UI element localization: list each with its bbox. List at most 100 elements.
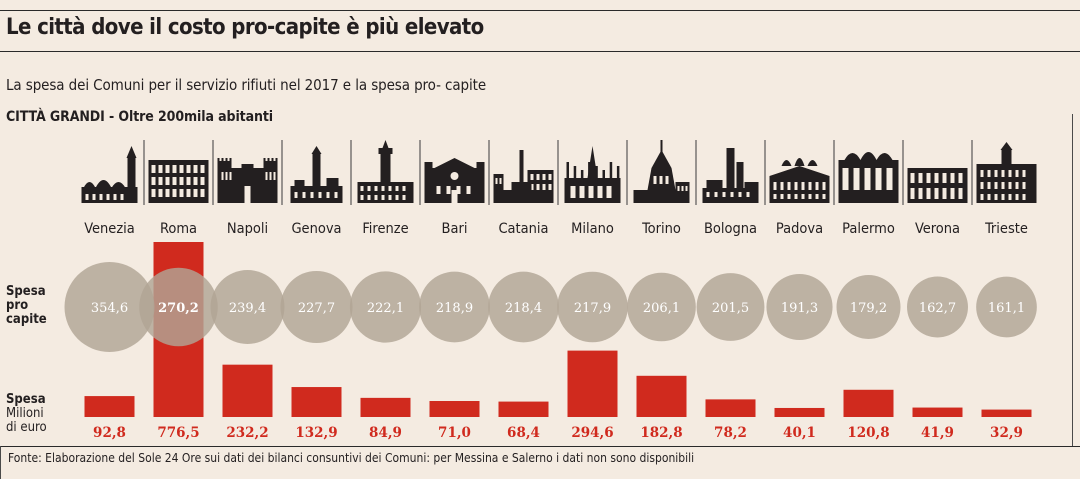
per-capita-circle [627,272,696,342]
per-capita-circle [280,270,353,344]
city-name-label: Palermo [842,221,895,237]
bottom-rule [0,446,1080,447]
section-header: CITTÀ GRANDI - Oltre 200mila abitanti [6,109,273,125]
per-capita-circle [488,271,559,343]
milano-duomo-icon [564,146,621,203]
chart-subtitle: La spesa dei Comuni per il servizio rifi… [6,76,487,94]
total-value-label: 68,4 [507,425,540,441]
source-note: Fonte: Elaborazione del Sole 24 Ore sui … [8,451,695,465]
firenze-palazzo-icon [357,140,414,203]
total-spending-bar [705,399,756,417]
per-capita-label-line-3: capite [6,312,47,327]
total-spending-bar [981,409,1032,417]
total-spending-bar [636,375,687,417]
city-name-label: Bologna [704,221,757,237]
per-capita-circle [766,273,833,341]
total-value-label: 776,5 [157,425,199,441]
trieste-municipio-icon [976,142,1037,203]
per-capita-circle [139,267,218,347]
per-capita-value-label: 270,2 [158,301,199,316]
city-name-label: Venezia [84,221,135,237]
total-value-label: 40,1 [783,425,816,441]
total-value-label: 182,8 [640,425,682,441]
catania-elephant-icon [493,150,554,203]
per-capita-value-label: 227,7 [298,301,335,316]
per-capita-circle [557,271,628,343]
per-capita-circle [210,270,285,344]
total-value-label: 294,6 [571,425,613,441]
total-label-line-1: Spesa [6,392,46,407]
total-label-line-3: di euro [6,420,47,435]
per-capita-value-label: 201,5 [712,301,749,316]
city-name-label: Padova [776,221,823,237]
total-value-label: 41,9 [921,425,954,441]
roma-colosseum-icon [148,160,209,203]
title-rule [0,51,1080,52]
total-value-label: 78,2 [714,425,747,441]
per-capita-circle [419,271,490,343]
city-name-label: Firenze [362,221,408,237]
total-spending-bar [567,350,618,417]
per-capita-value-label: 162,7 [919,301,956,316]
total-value-label: 120,8 [847,425,889,441]
per-capita-value-label: 239,4 [229,301,266,316]
city-name-label: Torino [641,221,681,237]
per-capita-circle [836,275,901,339]
source-left-rule [0,446,1,479]
total-spending-bar [84,396,135,417]
total-value-label: 32,9 [990,425,1023,441]
city-name-label: Napoli [227,221,268,237]
genova-lantern-icon [290,146,343,203]
per-capita-value-label: 218,9 [436,301,473,316]
per-capita-circle [349,271,422,343]
napoli-castle-icon [217,158,280,203]
padova-basilica-icon [769,158,830,203]
total-spending-bar [912,407,963,417]
per-capita-circle [907,276,968,338]
palermo-cathedral-icon [838,152,899,203]
total-value-label: 232,2 [226,425,268,441]
per-capita-circle [696,273,765,341]
total-spending-bar [774,407,825,417]
right-edge-rule [1072,114,1073,447]
bologna-towers-icon [702,148,759,203]
city-name-label: Verona [915,221,960,237]
per-capita-value-label: 179,2 [850,301,887,316]
city-name-label: Bari [442,221,468,237]
per-capita-value-label: 161,1 [988,301,1025,316]
per-capita-label-line-1: Spesa [6,284,46,299]
per-capita-label-line-2: pro [6,298,29,313]
per-capita-value-label: 222,1 [367,301,404,316]
city-name-label: Genova [291,221,341,237]
per-capita-value-label: 218,4 [505,301,542,316]
top-rule [0,10,1080,11]
per-capita-circle [64,262,155,352]
total-value-label: 92,8 [93,425,126,441]
city-name-label: Catania [498,221,548,237]
circles-group [64,262,1037,352]
city-name-label: Trieste [984,221,1028,237]
torino-mole-icon [633,140,690,203]
total-value-label: 132,9 [295,425,337,441]
total-spending-bar [222,364,273,417]
total-spending-bar [498,401,549,417]
per-capita-circle [976,276,1037,338]
total-value-label: 71,0 [438,425,471,441]
per-capita-value-label: 354,6 [91,301,128,316]
per-capita-value-label: 217,9 [574,301,611,316]
per-capita-value-label: 191,3 [781,301,818,316]
bari-basilica-icon [424,158,485,203]
total-spending-bar [360,397,411,417]
total-spending-bar [429,400,480,417]
venezia-skyline-icon [81,146,138,203]
city-name-label: Milano [571,221,614,237]
verona-arena-icon [907,168,968,203]
per-capita-value-label: 206,1 [643,301,680,316]
total-spending-bar [291,387,342,417]
per-capita-row-label: Spesa pro capite [6,285,47,327]
total-row-label: Spesa Milioni di euro [6,393,47,435]
city-name-label: Roma [160,221,197,237]
total-label-line-2: Milioni [6,406,44,421]
chart-title: Le città dove il costo pro-capite è più … [6,15,484,40]
